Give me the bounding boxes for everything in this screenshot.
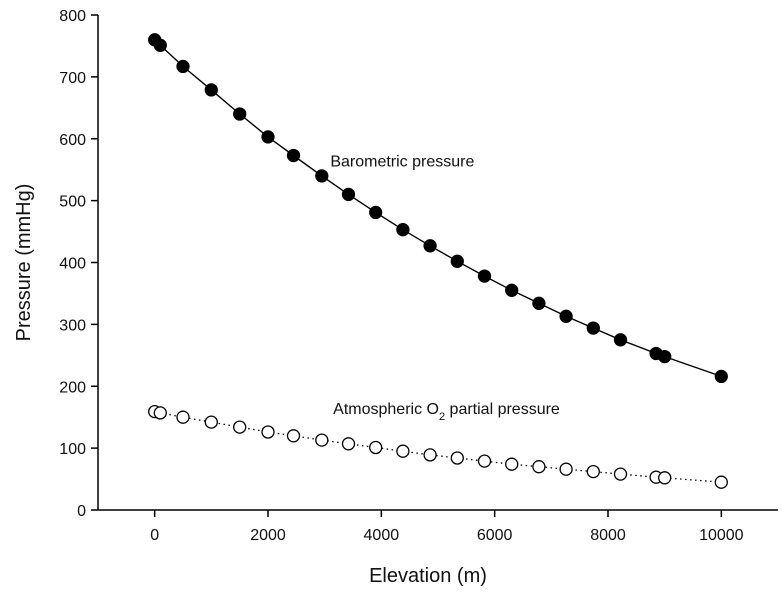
series-2-point	[204, 415, 218, 429]
y-tick-label: 500	[59, 194, 86, 211]
y-axis-label: Pressure (mmHg)	[13, 184, 35, 342]
series-1-point	[613, 333, 628, 347]
y-tick-label: 800	[59, 8, 86, 25]
x-tick-label: 4000	[364, 527, 400, 544]
x-tick-label: 0	[150, 527, 159, 544]
series-2-point	[261, 425, 275, 439]
annotation-baro: Barometric pressure	[330, 154, 474, 171]
series-2-point	[658, 471, 672, 485]
series-1-point	[658, 349, 672, 364]
series-2-point	[369, 440, 383, 455]
series-2-point	[286, 429, 301, 443]
series-1-point	[204, 83, 218, 97]
series-1-point	[505, 283, 519, 297]
series-2-point	[613, 467, 628, 481]
series-2-point	[477, 454, 492, 468]
series-1-point	[315, 169, 329, 183]
series-1-point	[261, 130, 275, 144]
series-1-point	[423, 239, 437, 253]
y-tick-label: 400	[59, 256, 86, 273]
x-tick-label: 8000	[590, 527, 626, 544]
y-tick-label: 700	[59, 70, 86, 87]
series-2-point	[315, 433, 329, 447]
series-2-point	[341, 437, 356, 451]
series-2-point	[532, 460, 546, 474]
x-tick-label: 6000	[477, 527, 513, 544]
series-1-point	[369, 205, 383, 220]
series-1-point	[153, 38, 167, 52]
series-1-point	[286, 148, 301, 163]
series-2-point	[586, 464, 600, 479]
series-1-point	[477, 269, 492, 283]
series-2-point	[423, 448, 437, 462]
series-1-point	[714, 369, 728, 384]
series-2-point	[450, 451, 464, 465]
y-tick-label: 100	[59, 441, 86, 458]
annotation-o2: Atmospheric O2 partial pressure	[333, 401, 560, 423]
series-2-line	[154, 410, 722, 483]
y-tick-label: 300	[59, 317, 86, 334]
series-points	[148, 33, 728, 489]
series-1-point	[176, 59, 190, 74]
series-2-point	[233, 420, 247, 434]
x-axis-label: Elevation (m)	[369, 565, 487, 587]
series-1-point	[396, 223, 410, 237]
y-tick-label: 0	[77, 503, 86, 520]
series-1-point	[233, 107, 247, 121]
series-1-point	[559, 309, 573, 323]
y-tick-label: 200	[59, 379, 86, 396]
series-1-point	[450, 254, 464, 268]
x-tick-label: 2000	[250, 527, 286, 544]
series-1-point	[341, 187, 356, 202]
series-2-point	[176, 410, 190, 424]
series-1-point	[586, 321, 600, 335]
axes	[97, 15, 778, 511]
y-tick-label: 600	[59, 132, 86, 149]
series-2-point	[559, 462, 573, 476]
series-2-point	[153, 406, 167, 420]
series-1-point	[532, 296, 546, 310]
series-2-point	[714, 475, 728, 489]
series-2-point	[396, 444, 410, 458]
series-1-line	[154, 39, 722, 378]
x-tick-label: 10000	[699, 527, 744, 544]
series-lines	[154, 39, 722, 483]
series-2-point	[505, 457, 519, 471]
annotations: Barometric pressure Atmospheric O2 partia…	[330, 154, 560, 424]
